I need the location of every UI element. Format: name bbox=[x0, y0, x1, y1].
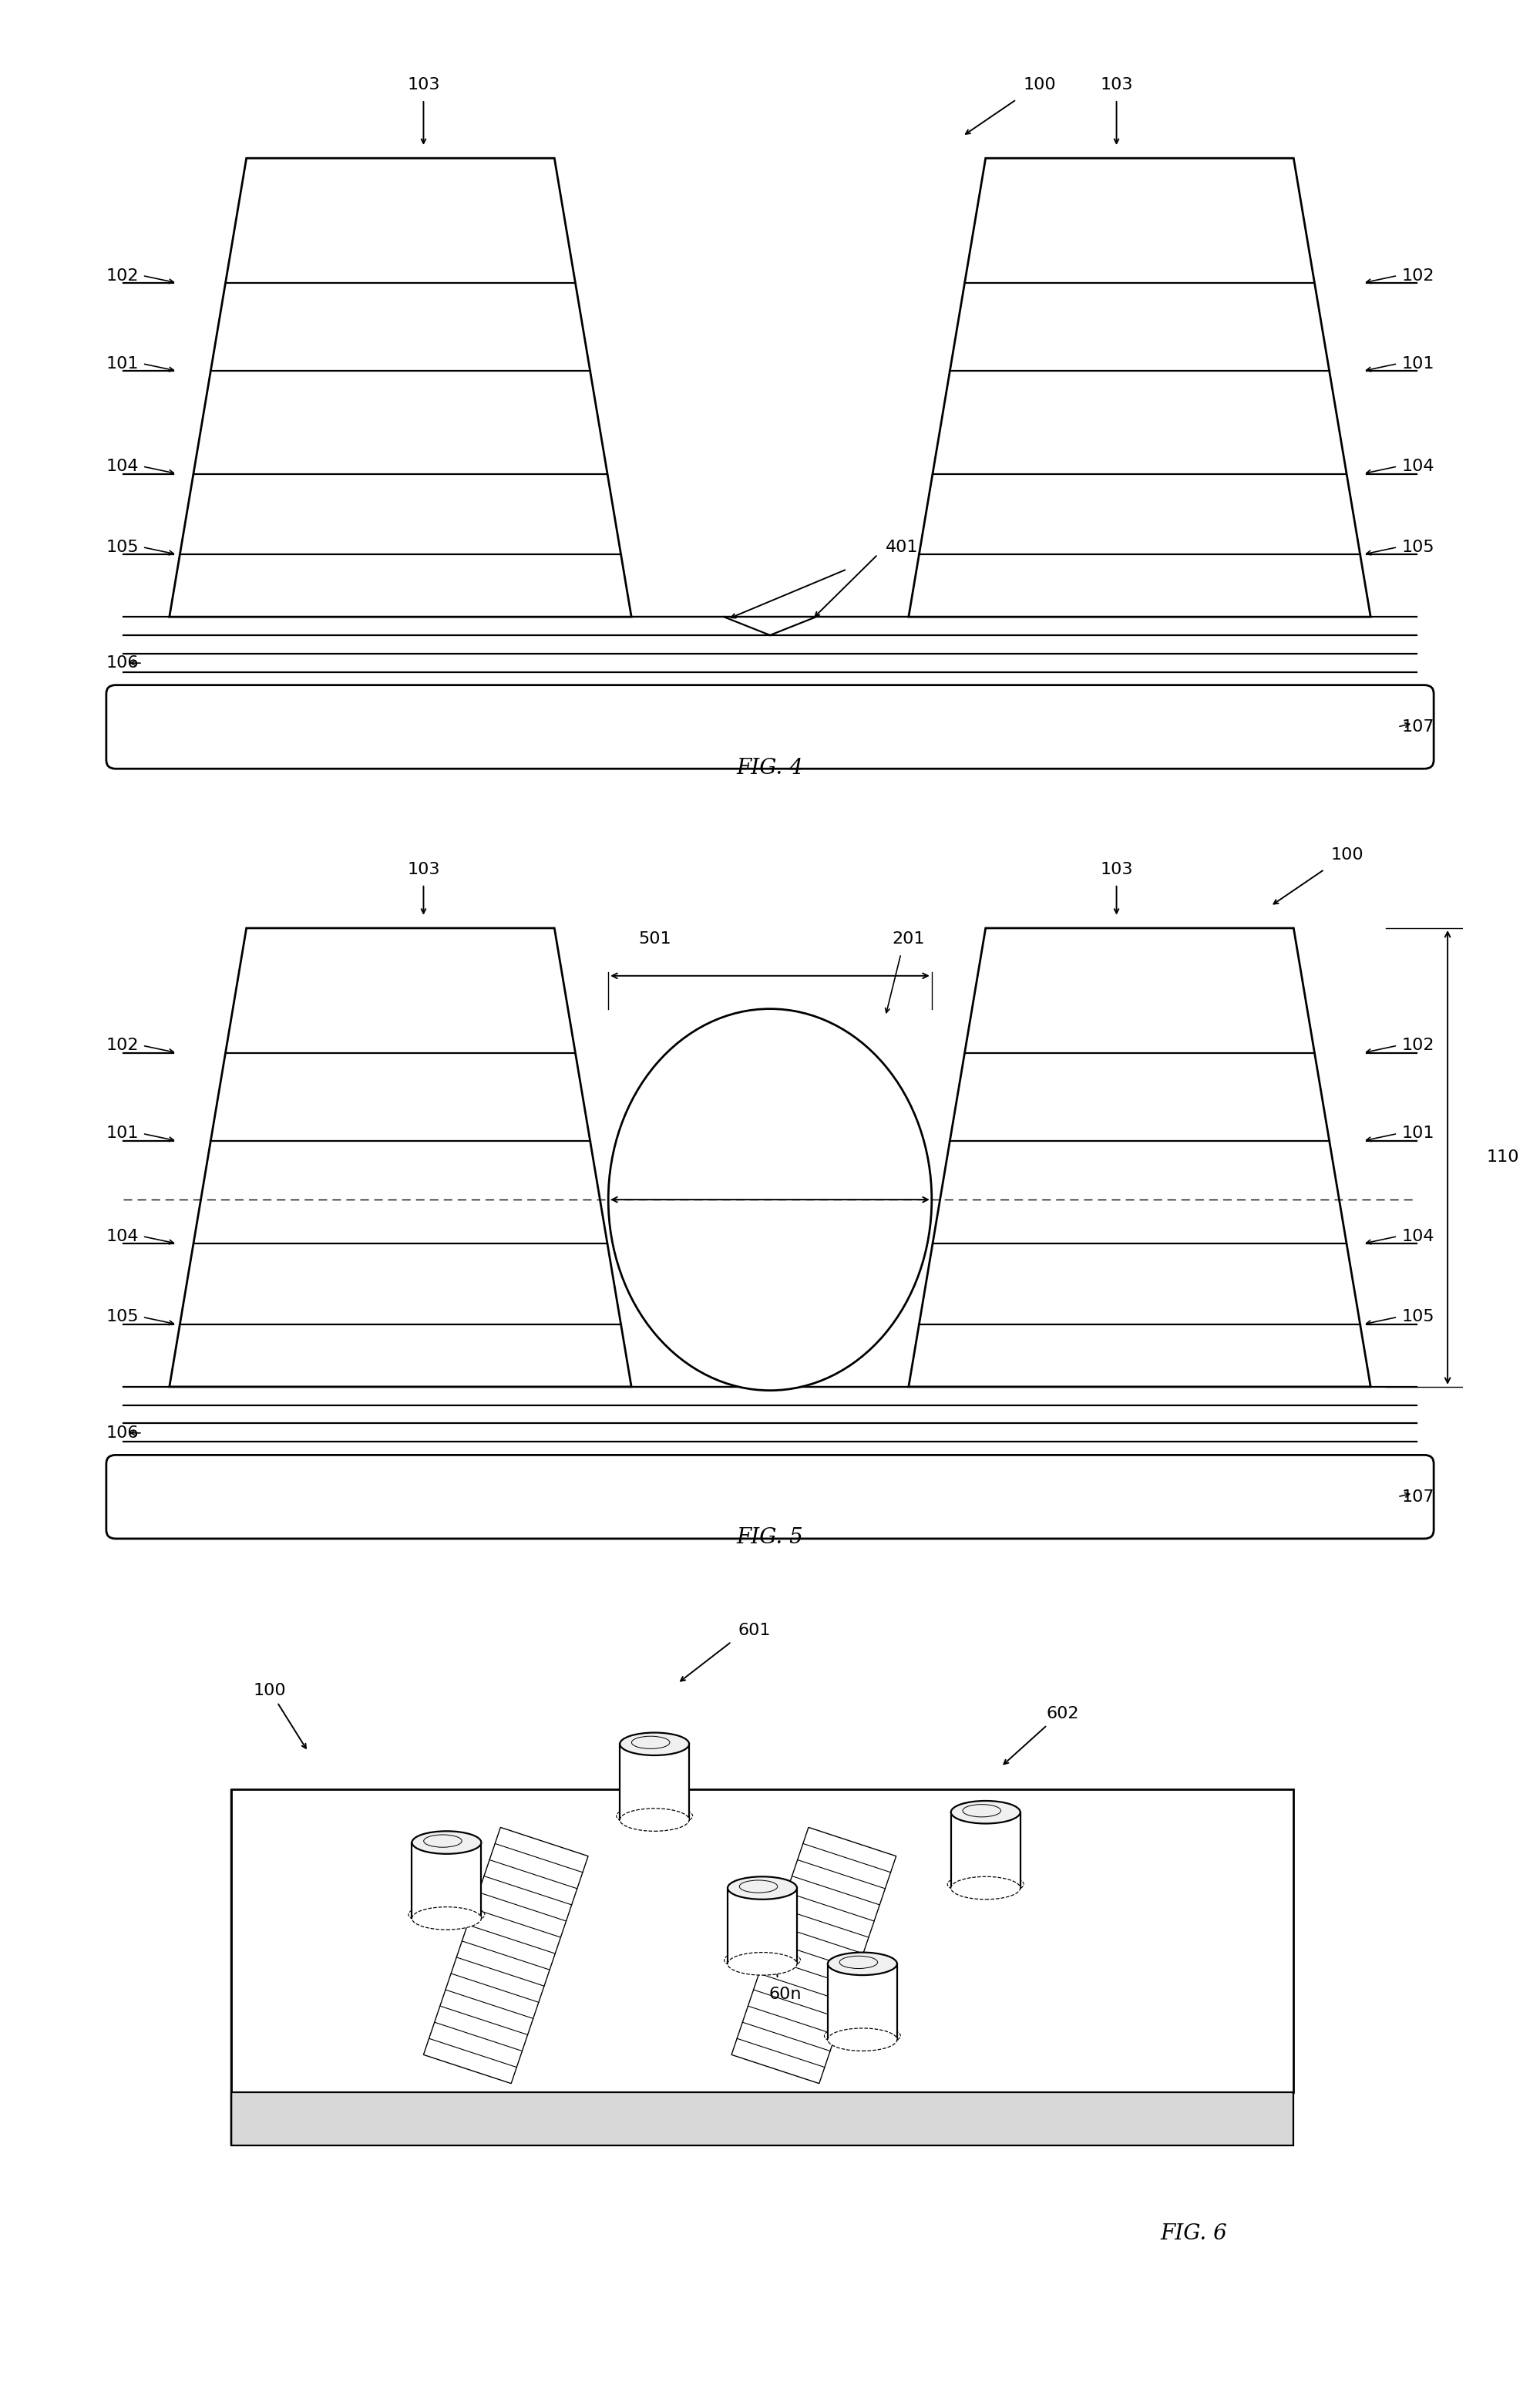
Polygon shape bbox=[619, 1744, 688, 1819]
Text: 602: 602 bbox=[1046, 1706, 1080, 1720]
Text: FIG. 6: FIG. 6 bbox=[1160, 2223, 1227, 2245]
Polygon shape bbox=[909, 159, 1371, 616]
Ellipse shape bbox=[952, 1800, 1019, 1824]
Text: 101: 101 bbox=[1401, 1126, 1434, 1140]
Text: 100: 100 bbox=[1023, 77, 1056, 91]
Text: 103: 103 bbox=[407, 861, 440, 878]
Text: 104: 104 bbox=[1401, 460, 1434, 474]
Text: 106: 106 bbox=[106, 654, 139, 671]
Polygon shape bbox=[231, 2093, 1294, 2146]
Text: 104: 104 bbox=[1401, 1229, 1434, 1244]
Text: 601: 601 bbox=[738, 1622, 772, 1638]
Text: 105: 105 bbox=[1401, 539, 1434, 556]
FancyBboxPatch shape bbox=[106, 686, 1434, 770]
Text: 201: 201 bbox=[892, 931, 926, 946]
Text: 101: 101 bbox=[1401, 356, 1434, 371]
Text: 102: 102 bbox=[106, 1037, 139, 1054]
Text: 103: 103 bbox=[1100, 77, 1133, 91]
Text: 501: 501 bbox=[638, 931, 671, 946]
Ellipse shape bbox=[619, 1732, 688, 1756]
Text: 103: 103 bbox=[407, 77, 440, 91]
Text: 105: 105 bbox=[106, 539, 139, 556]
Ellipse shape bbox=[411, 1831, 480, 1855]
Text: 107: 107 bbox=[1401, 719, 1434, 734]
Text: 110: 110 bbox=[1486, 1150, 1518, 1165]
Text: 100: 100 bbox=[253, 1684, 286, 1699]
Text: 101: 101 bbox=[106, 356, 139, 371]
Polygon shape bbox=[169, 159, 631, 616]
Text: 100: 100 bbox=[1331, 847, 1364, 861]
Text: 104: 104 bbox=[106, 460, 139, 474]
Ellipse shape bbox=[829, 2028, 896, 2050]
Ellipse shape bbox=[727, 1951, 798, 1975]
Text: FIG. 5: FIG. 5 bbox=[736, 1528, 804, 1547]
Text: 107: 107 bbox=[1401, 1489, 1434, 1504]
Text: 102: 102 bbox=[1401, 1037, 1434, 1054]
Text: 102: 102 bbox=[1401, 267, 1434, 284]
Text: 105: 105 bbox=[1401, 1309, 1434, 1326]
Text: 503: 503 bbox=[691, 1323, 725, 1340]
Polygon shape bbox=[909, 929, 1371, 1386]
Text: 502: 502 bbox=[815, 1155, 849, 1172]
Polygon shape bbox=[829, 1963, 896, 2040]
FancyBboxPatch shape bbox=[106, 1456, 1434, 1540]
Polygon shape bbox=[731, 1829, 896, 2084]
Text: 101: 101 bbox=[106, 1126, 139, 1140]
Polygon shape bbox=[952, 1812, 1019, 1889]
Ellipse shape bbox=[608, 1008, 932, 1391]
Polygon shape bbox=[169, 929, 631, 1386]
Text: 103: 103 bbox=[1100, 861, 1133, 878]
Polygon shape bbox=[424, 1829, 588, 2084]
Text: 106: 106 bbox=[106, 1424, 139, 1441]
Text: 401: 401 bbox=[885, 539, 918, 556]
Text: 105: 105 bbox=[106, 1309, 139, 1326]
Ellipse shape bbox=[727, 1877, 798, 1898]
Ellipse shape bbox=[619, 1809, 688, 1831]
Text: 102: 102 bbox=[106, 267, 139, 284]
Text: 60n: 60n bbox=[768, 1987, 802, 2002]
Text: 104: 104 bbox=[106, 1229, 139, 1244]
Ellipse shape bbox=[411, 1908, 480, 1930]
Ellipse shape bbox=[829, 1951, 896, 1975]
Polygon shape bbox=[411, 1843, 480, 1918]
Polygon shape bbox=[728, 1889, 798, 1963]
Text: FIG. 4: FIG. 4 bbox=[736, 758, 804, 777]
Polygon shape bbox=[231, 1790, 1294, 2093]
Ellipse shape bbox=[952, 1877, 1019, 1898]
